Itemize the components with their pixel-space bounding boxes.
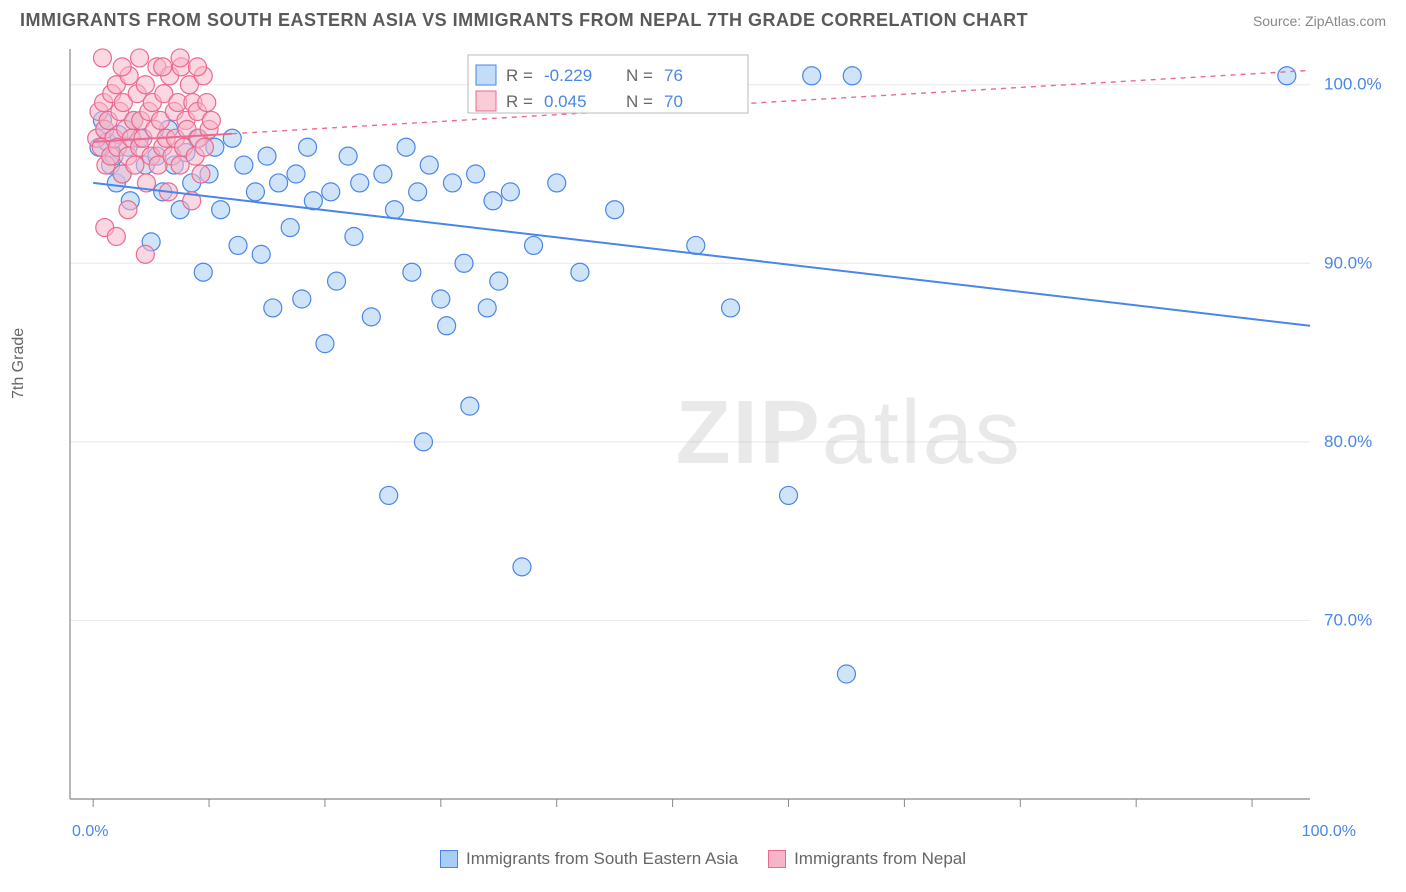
svg-text:90.0%: 90.0% (1324, 253, 1372, 272)
svg-text:70.0%: 70.0% (1324, 610, 1372, 629)
legend-item-nepal: Immigrants from Nepal (768, 849, 966, 869)
x-max-label: 100.0% (1302, 823, 1356, 841)
svg-text:100.0%: 100.0% (1324, 75, 1382, 94)
svg-text:76: 76 (664, 66, 683, 85)
chart-area: 7th Grade 70.0%80.0%90.0%100.0%R =-0.229… (20, 39, 1386, 819)
legend-item-sea: Immigrants from South Eastern Asia (440, 849, 738, 869)
legend-label-nepal: Immigrants from Nepal (794, 849, 966, 869)
legend-swatch-nepal (768, 850, 786, 868)
svg-text:0.045: 0.045 (544, 92, 587, 111)
chart-title: IMMIGRANTS FROM SOUTH EASTERN ASIA VS IM… (20, 10, 1028, 31)
x-min-label: 0.0% (72, 823, 108, 841)
y-axis-label: 7th Grade (10, 328, 28, 399)
svg-text:R =: R = (506, 92, 533, 111)
svg-text:70: 70 (664, 92, 683, 111)
x-axis-end-labels: 0.0% 100.0% (20, 819, 1386, 843)
scatter-plot: 70.0% 80.0% 90.0% 100.0% R = -0.229 N = 76 R = 0.… (20, 39, 1386, 819)
source-link[interactable]: ZipAtlas.com (1305, 13, 1386, 29)
svg-text:80.0%: 80.0% (1324, 432, 1372, 451)
bottom-legend: Immigrants from South Eastern Asia Immig… (0, 843, 1406, 869)
svg-text:-0.229: -0.229 (544, 66, 592, 85)
source-label: Source: (1253, 13, 1305, 29)
title-bar: IMMIGRANTS FROM SOUTH EASTERN ASIA VS IM… (0, 0, 1406, 39)
legend-swatch-sea (440, 850, 458, 868)
source-credit: Source: ZipAtlas.com (1253, 13, 1386, 29)
svg-text:N =: N = (626, 92, 653, 111)
svg-text:R =: R = (506, 66, 533, 85)
legend-label-sea: Immigrants from South Eastern Asia (466, 849, 738, 869)
svg-text:N =: N = (626, 66, 653, 85)
